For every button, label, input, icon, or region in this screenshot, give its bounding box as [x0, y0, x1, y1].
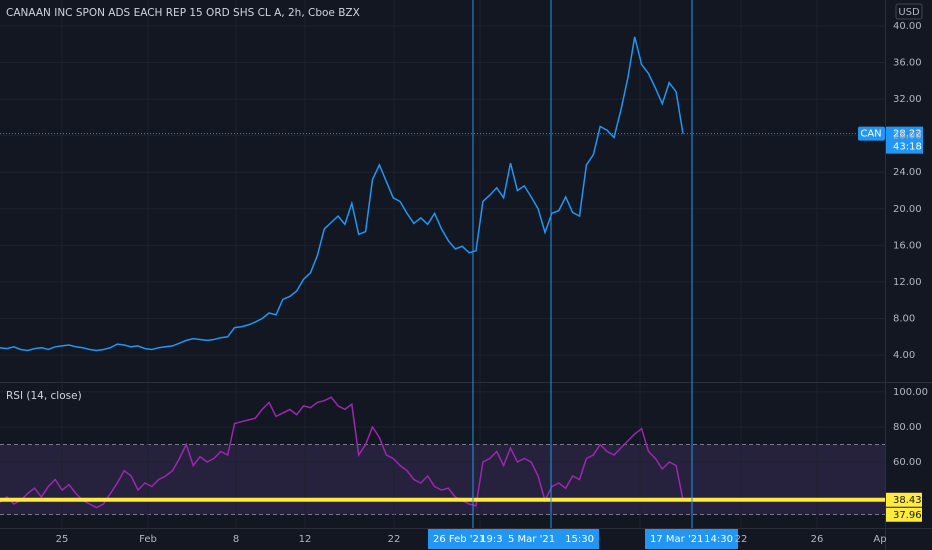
- y-tick-label: 80.00: [893, 422, 922, 433]
- y-tick-label: 32.00: [893, 94, 922, 105]
- y-tick-label: 8.00: [893, 313, 915, 324]
- cursor-time: 14:30: [704, 534, 733, 545]
- currency-box: [895, 3, 923, 20]
- countdown: 43:18: [893, 142, 922, 153]
- currency: USD: [898, 7, 920, 18]
- y-tick-label: 20.00: [893, 204, 922, 215]
- cursor-tag: [428, 529, 514, 549]
- rsi-other-label: 37.96: [893, 510, 922, 521]
- cursor-date: 17 Mar '21: [650, 534, 703, 545]
- cursor-tag: [503, 529, 599, 549]
- symbol-name: CAN: [860, 129, 881, 140]
- x-tick-label: 22: [735, 534, 748, 545]
- y-tick-label: 40.00: [893, 21, 922, 32]
- plot: [0, 36, 684, 509]
- series-line: [0, 396, 684, 509]
- y-tick-label: 4.00: [893, 350, 915, 361]
- last-price-box: [886, 126, 923, 154]
- y-tick-label: 28.00: [893, 131, 922, 142]
- x-tick-label: 8: [233, 534, 239, 545]
- y-tick-label: 12.00: [893, 277, 922, 288]
- x-tick-label: Ap: [873, 534, 886, 545]
- y-tick-label: 24.00: [893, 167, 922, 178]
- grid: [0, 0, 885, 528]
- rsi-title: RSI (14, close): [6, 390, 82, 402]
- x-tick-label: 22: [388, 534, 401, 545]
- chart-title: CANAAN INC SPON ADS EACH REP 15 ORD SHS …: [6, 7, 360, 19]
- cursor-time: 19:30: [480, 534, 509, 545]
- y-tick-label: 36.00: [893, 58, 922, 69]
- rsi-value-box: [886, 492, 922, 507]
- x-tick-label: 26: [811, 534, 824, 545]
- x-tick-label: Feb: [139, 534, 157, 545]
- series-line: [0, 36, 684, 352]
- last-price-label: 28.22: [893, 129, 922, 140]
- cursor-date: 26 Feb '21: [433, 534, 485, 545]
- rsi-value-label: 38.43: [893, 495, 922, 506]
- y-tick-label: 16.00: [893, 240, 922, 251]
- symbol-tag: [858, 126, 885, 141]
- y-tick-label: 100.00: [893, 387, 928, 398]
- cursor-date: 5 Mar '21: [508, 534, 555, 545]
- y-tick-label: 60.00: [893, 457, 922, 468]
- x-tick-label: 25: [56, 534, 69, 545]
- cursor-tag: [645, 529, 738, 549]
- cursor-time: 15:30: [565, 534, 594, 545]
- rsi-other-box: [886, 507, 922, 522]
- x-tick-label: 12: [299, 534, 312, 545]
